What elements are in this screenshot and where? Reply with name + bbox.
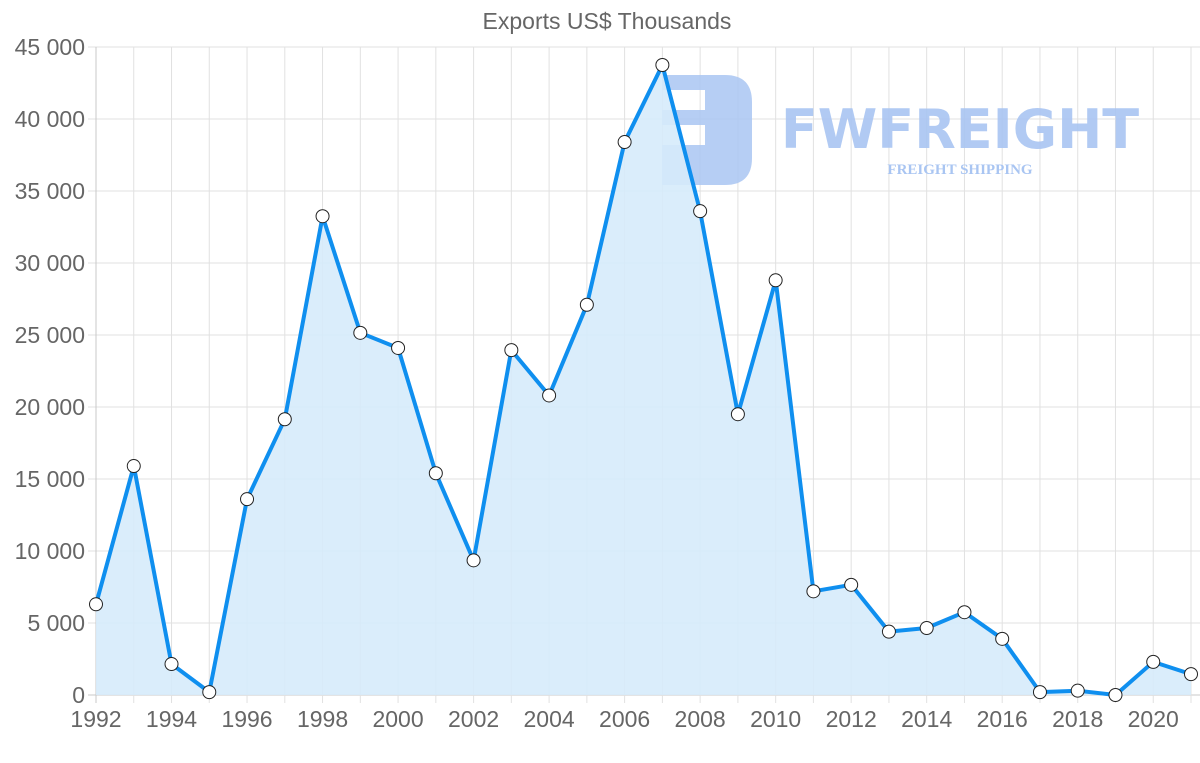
data-point[interactable] bbox=[1108, 688, 1123, 702]
x-tick-label: 2016 bbox=[977, 706, 1028, 732]
data-point[interactable] bbox=[919, 621, 934, 636]
data-point[interactable] bbox=[466, 553, 481, 568]
data-point[interactable] bbox=[126, 459, 141, 474]
data-point[interactable] bbox=[579, 297, 594, 312]
data-point[interactable] bbox=[353, 325, 368, 340]
area-fill bbox=[96, 65, 1191, 695]
data-point[interactable] bbox=[1146, 654, 1161, 669]
data-point[interactable] bbox=[89, 597, 103, 612]
watermark-brand: FWFREIGHT bbox=[781, 98, 1139, 161]
x-tick-label: 2006 bbox=[599, 706, 650, 732]
y-tick-label: 20 000 bbox=[15, 394, 85, 420]
data-point[interactable] bbox=[240, 492, 255, 507]
x-axis: 1992 1994 1996 1998 2000 2002 2004 2006 2008 2010… bbox=[70, 706, 1178, 732]
data-point[interactable] bbox=[504, 343, 519, 358]
watermark-logo: FWFREIGHT FREIGHT SHIPPING bbox=[662, 75, 1139, 185]
data-point[interactable] bbox=[428, 466, 443, 481]
y-axis: 0 5 000 10 000 15 000 20 000 25 000 30 000 35 0… bbox=[15, 34, 85, 708]
data-point[interactable] bbox=[995, 631, 1010, 646]
y-tick-label: 30 000 bbox=[15, 250, 85, 276]
data-point[interactable] bbox=[164, 657, 179, 672]
data-points bbox=[89, 58, 1198, 702]
data-point[interactable] bbox=[1032, 685, 1047, 700]
y-tick-label: 0 bbox=[72, 682, 85, 708]
data-point[interactable] bbox=[391, 340, 406, 355]
x-tick-label: 2014 bbox=[901, 706, 952, 732]
y-tick-label: 5 000 bbox=[27, 610, 85, 636]
x-tick-label: 2020 bbox=[1128, 706, 1179, 732]
data-point[interactable] bbox=[957, 605, 972, 620]
data-point[interactable] bbox=[202, 685, 217, 700]
data-point[interactable] bbox=[277, 412, 292, 427]
chart-title: Exports US$ Thousands bbox=[482, 8, 732, 34]
data-point[interactable] bbox=[655, 58, 670, 72]
y-tick-label: 45 000 bbox=[15, 34, 85, 60]
data-line bbox=[94, 63, 1192, 697]
data-point[interactable] bbox=[693, 204, 708, 219]
data-point[interactable] bbox=[1070, 683, 1085, 698]
x-tick-label: 1996 bbox=[221, 706, 272, 732]
y-tick-label: 10 000 bbox=[15, 538, 85, 564]
x-tick-label: 1994 bbox=[146, 706, 197, 732]
watermark-tagline: FREIGHT SHIPPING bbox=[887, 162, 1032, 178]
x-tick-label: 2000 bbox=[372, 706, 423, 732]
y-tick-label: 25 000 bbox=[15, 322, 85, 348]
x-tick-label: 2012 bbox=[826, 706, 877, 732]
data-point[interactable] bbox=[881, 624, 896, 639]
data-point[interactable] bbox=[617, 135, 632, 150]
y-tick-label: 15 000 bbox=[15, 466, 85, 492]
x-tick-label: 2002 bbox=[448, 706, 499, 732]
data-point[interactable] bbox=[542, 388, 557, 403]
x-tick-label: 1998 bbox=[297, 706, 348, 732]
y-tick-label: 40 000 bbox=[15, 106, 85, 132]
data-point[interactable] bbox=[768, 273, 783, 288]
x-tick-label: 2018 bbox=[1052, 706, 1103, 732]
data-point[interactable] bbox=[1184, 667, 1198, 682]
data-point[interactable] bbox=[806, 584, 821, 599]
x-tick-label: 2010 bbox=[750, 706, 801, 732]
x-tick-label: 1992 bbox=[70, 706, 121, 732]
data-point[interactable] bbox=[315, 209, 330, 224]
x-tick-label: 2004 bbox=[524, 706, 575, 732]
y-tick-label: 35 000 bbox=[15, 178, 85, 204]
x-tick-label: 2008 bbox=[675, 706, 726, 732]
data-point[interactable] bbox=[844, 577, 859, 592]
data-point[interactable] bbox=[730, 407, 745, 422]
